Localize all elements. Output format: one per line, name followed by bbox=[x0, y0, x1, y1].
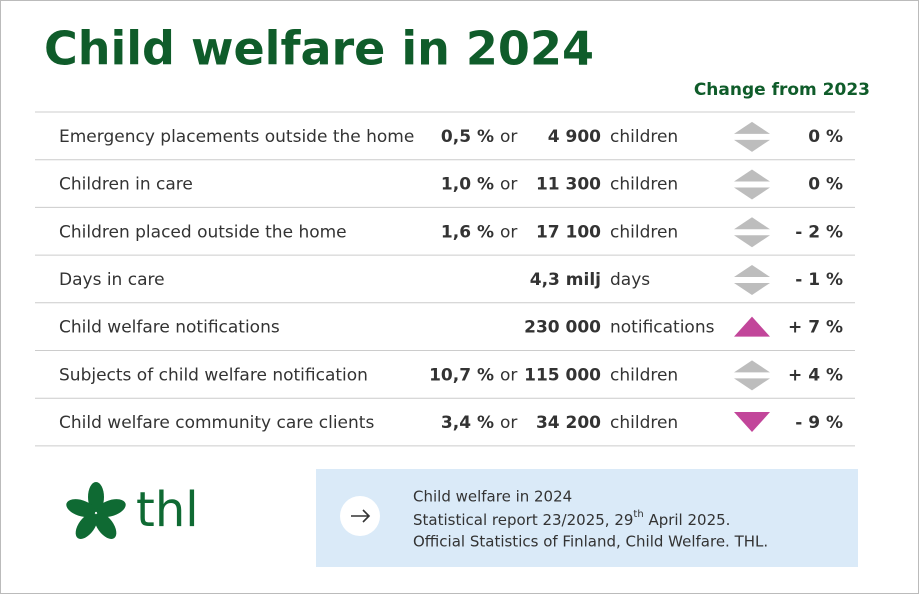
or-word: or bbox=[500, 413, 517, 433]
logo-text: thl bbox=[136, 482, 199, 538]
trend-neutral bbox=[734, 264, 770, 295]
count: 4,3 milj bbox=[530, 270, 601, 290]
unit: days bbox=[610, 270, 650, 290]
change: + 7 % bbox=[788, 318, 843, 338]
source-text: April 2025. bbox=[644, 511, 731, 529]
count: 115 000 bbox=[524, 365, 601, 385]
unit: children bbox=[610, 413, 678, 433]
unit: children bbox=[610, 175, 678, 195]
row-label: Child welfare notifications bbox=[59, 318, 280, 338]
unit: children bbox=[610, 127, 678, 147]
change: - 9 % bbox=[795, 413, 843, 433]
row-label: Emergency placements outside the home bbox=[59, 127, 414, 147]
source-line: Child welfare in 2024 bbox=[413, 488, 572, 506]
or-word: or bbox=[500, 175, 517, 195]
count: 11 300 bbox=[536, 175, 601, 195]
source-text: Statistical report 23/2025, 29 bbox=[413, 511, 633, 529]
source-box bbox=[316, 469, 858, 567]
trend-neutral bbox=[734, 217, 770, 248]
row-label: Subjects of child welfare notification bbox=[59, 365, 368, 385]
source-line: Official Statistics of Finland, Child We… bbox=[413, 533, 768, 551]
arrow-icon bbox=[351, 509, 371, 523]
share: 0,5 % bbox=[441, 127, 494, 147]
trend-neutral bbox=[734, 121, 770, 152]
change-heading: Change from 2023 bbox=[694, 80, 870, 100]
row-label: Days in care bbox=[59, 270, 165, 290]
share: 1,6 % bbox=[441, 222, 494, 242]
unit: notifications bbox=[610, 318, 715, 338]
change: - 1 % bbox=[795, 270, 843, 290]
change: + 4 % bbox=[788, 365, 843, 385]
change: 0 % bbox=[808, 127, 843, 147]
count: 4 900 bbox=[548, 127, 601, 147]
row-label: Child welfare community care clients bbox=[59, 413, 374, 433]
trend-down bbox=[734, 412, 770, 433]
change: 0 % bbox=[808, 175, 843, 195]
unit: children bbox=[610, 365, 678, 385]
count: 230 000 bbox=[524, 318, 601, 338]
share: 10,7 % bbox=[429, 365, 494, 385]
trend-neutral bbox=[734, 169, 770, 200]
or-word: or bbox=[500, 127, 517, 147]
superscript: th bbox=[633, 509, 643, 520]
share: 1,0 % bbox=[441, 175, 494, 195]
source-line: Statistical report 23/2025, 29th April 2… bbox=[413, 509, 730, 529]
row-label: Children in care bbox=[59, 175, 193, 195]
title: Child welfare in 2024 bbox=[44, 22, 594, 76]
unit: children bbox=[610, 222, 678, 242]
count: 17 100 bbox=[536, 222, 601, 242]
logo-flower bbox=[66, 482, 126, 539]
trend-neutral bbox=[734, 360, 770, 391]
or-word: or bbox=[500, 365, 517, 385]
row-label: Children placed outside the home bbox=[59, 222, 347, 242]
share: 3,4 % bbox=[441, 413, 494, 433]
count: 34 200 bbox=[536, 413, 601, 433]
change: - 2 % bbox=[795, 222, 843, 242]
or-word: or bbox=[500, 222, 517, 242]
trend-up bbox=[734, 316, 770, 337]
